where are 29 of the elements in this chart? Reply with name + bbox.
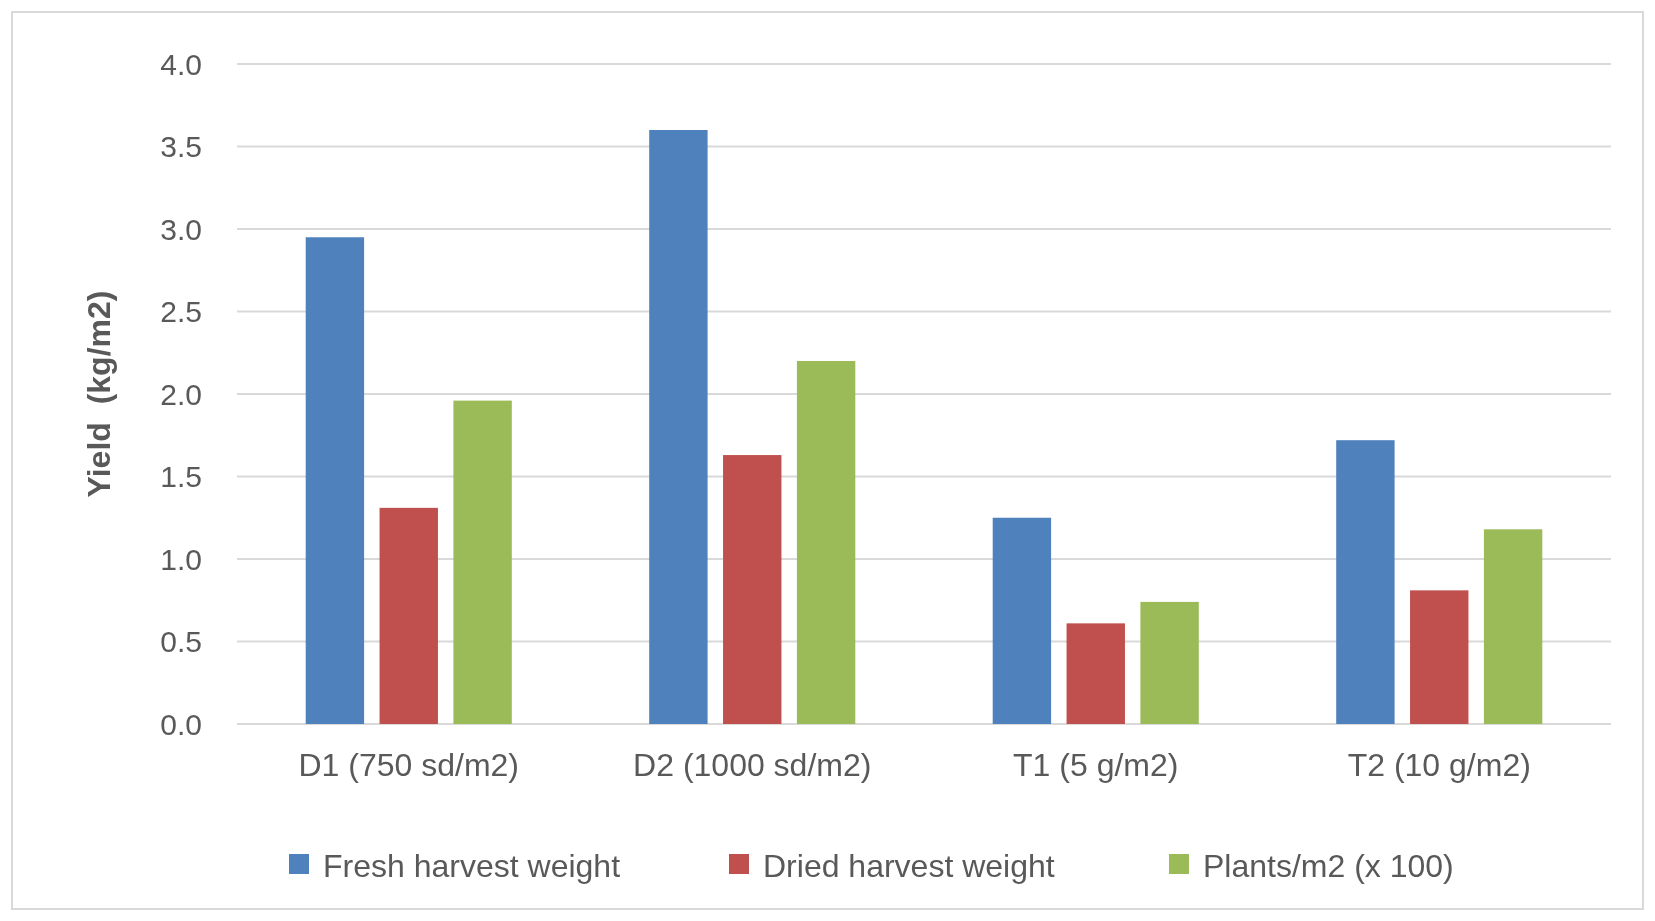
y-tick-label: 1.0 — [160, 542, 202, 576]
bar — [379, 507, 438, 724]
y-tick-label: 3.0 — [160, 212, 202, 246]
x-tick-label: D1 (750 sd/m2) — [298, 747, 520, 783]
bar — [1336, 440, 1395, 724]
y-tick-label: 2.5 — [160, 295, 202, 328]
x-tick-label: D2 (1000 sd/m2) — [633, 747, 872, 783]
bar — [992, 517, 1052, 724]
y-tick-label: 0.5 — [160, 625, 202, 658]
y-tick-label: 4.0 — [160, 47, 202, 81]
bar — [1410, 590, 1469, 724]
bar — [305, 237, 365, 724]
legend-label: Plants/m2 (x 100) — [1203, 848, 1454, 885]
y-tick-label: 2.0 — [160, 377, 202, 411]
y-tick-label: 1.5 — [160, 460, 202, 493]
bar — [1483, 529, 1543, 724]
bar — [1066, 623, 1125, 724]
y-axis-title: Yield (kg/m2) — [81, 290, 117, 498]
bar — [649, 130, 708, 724]
y-tick-label: 0.0 — [160, 707, 202, 741]
legend-label: Fresh harvest weight — [323, 848, 621, 885]
bar — [723, 455, 782, 724]
bar — [1140, 601, 1199, 724]
bar — [453, 400, 512, 724]
x-tick-label: T2 (10 g/m2) — [1347, 747, 1531, 783]
y-tick-label: 3.5 — [160, 130, 202, 163]
bar — [796, 361, 856, 724]
legend-label: Dried harvest weight — [763, 848, 1055, 885]
x-tick-label: T1 (5 g/m2) — [1013, 747, 1179, 783]
